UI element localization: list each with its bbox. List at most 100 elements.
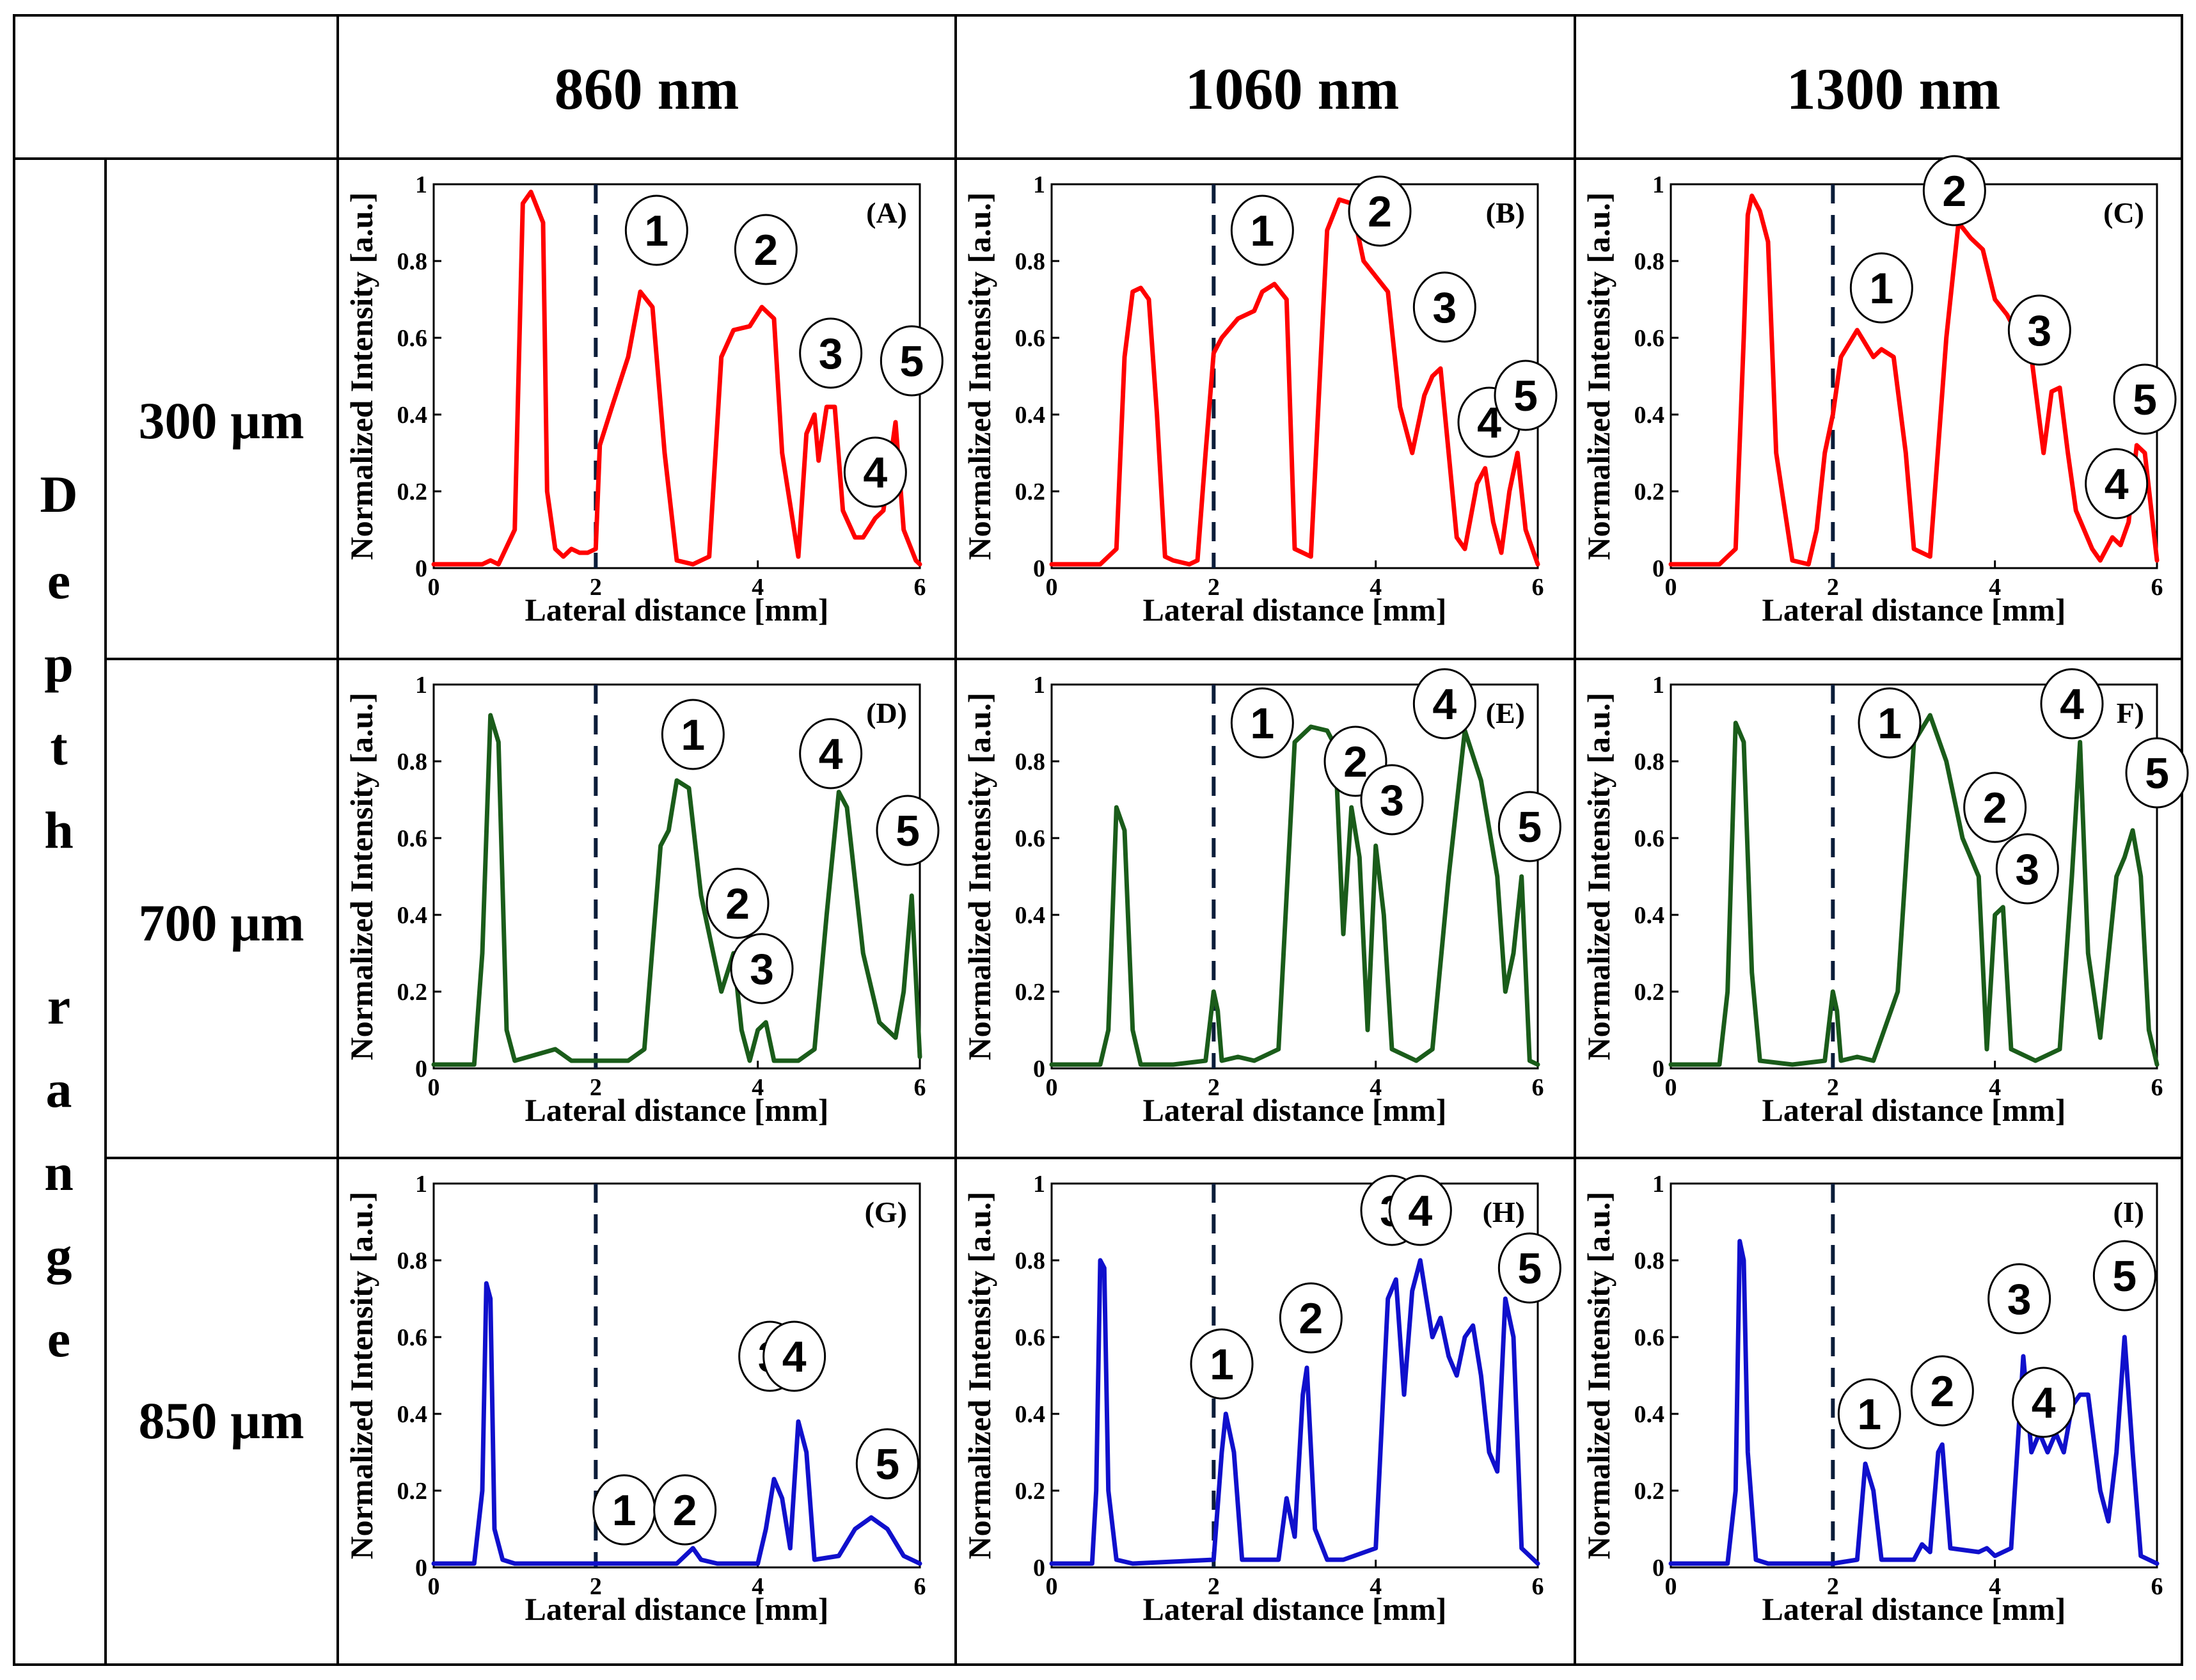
marker-number: 1	[681, 711, 705, 759]
x-tick-label: 4	[1989, 574, 2001, 601]
x-tick-label: 6	[2151, 1074, 2163, 1101]
y-tick-label: 1	[415, 672, 427, 699]
marker-number: 1	[1210, 1340, 1234, 1389]
marker-circle	[2113, 363, 2177, 435]
marker-number: 2	[1299, 1294, 1323, 1343]
y-tick-label: 0.6	[1015, 825, 1046, 852]
x-tick-label: 4	[752, 1074, 764, 1101]
y-axis-label: Normalized Intensity [a.u.]	[1581, 693, 1616, 1061]
y-tick-label: 0.2	[1015, 979, 1046, 1006]
plot-frame	[1050, 683, 1539, 1070]
x-axis-label: Lateral distance [mm]	[1762, 1092, 2066, 1128]
peak-marker-1: 1	[1849, 252, 1913, 324]
y-tick-label: 0	[1652, 555, 1664, 582]
marker-number: 4	[2105, 460, 2129, 509]
marker-number: 1	[1857, 1390, 1881, 1439]
y-tick-label: 0.8	[1015, 749, 1046, 775]
x-axis-label: Lateral distance [mm]	[525, 1591, 829, 1627]
side-letter: h	[44, 801, 74, 859]
peak-marker-5: 5	[1497, 791, 1561, 862]
peak-marker-4: 4	[2040, 668, 2104, 740]
marker-circle	[2125, 737, 2189, 809]
x-tick-label: 6	[914, 574, 926, 601]
column-header-1060: 1060 nm	[1185, 56, 1400, 122]
marker-number: 2	[1983, 784, 2007, 832]
plot-frame	[1670, 1182, 2158, 1569]
y-axis-label: Normalized Intensity [a.u.]	[344, 693, 379, 1061]
marker-number: 5	[896, 807, 920, 855]
panel-label: (D)	[866, 697, 907, 729]
marker-circle	[706, 868, 770, 939]
marker-circle	[2007, 294, 2071, 366]
peak-marker-4: 4	[762, 1320, 826, 1392]
marker-circle	[1230, 194, 1294, 266]
marker-circle	[1412, 668, 1476, 740]
x-tick-label: 6	[1532, 1573, 1544, 1600]
marker-circle	[1858, 687, 1922, 759]
marker-number: 3	[750, 945, 774, 994]
marker-circle	[2040, 668, 2104, 740]
plot-frame	[432, 1182, 921, 1569]
x-tick-label: 2	[1827, 1074, 1839, 1101]
marker-number: 4	[1408, 1187, 1432, 1235]
y-axis-label: Normalized Intensity [a.u.]	[344, 1192, 379, 1560]
marker-number: 4	[2032, 1379, 2056, 1427]
marker-circle	[1412, 271, 1476, 343]
peak-marker-1: 1	[1230, 194, 1294, 266]
intensity-line-E	[1049, 724, 1540, 1067]
marker-number: 1	[1250, 207, 1274, 255]
y-tick-label: 0.4	[397, 902, 428, 929]
side-letter: r	[47, 977, 70, 1035]
y-tick-label: 0.6	[397, 1324, 428, 1351]
peak-marker-5: 5	[1494, 360, 1558, 431]
peak-marker-1: 1	[624, 194, 688, 266]
y-tick-label: 0.8	[1634, 749, 1665, 775]
panel-label: (H)	[1483, 1196, 1525, 1228]
row-header-700: 700 µm	[138, 894, 304, 952]
y-tick-label: 0.4	[397, 1401, 428, 1428]
marker-circle	[1963, 772, 2027, 843]
y-tick-label: 0.4	[1634, 402, 1665, 429]
marker-circle	[762, 1320, 826, 1392]
y-tick-label: 0.6	[1015, 325, 1046, 352]
y-axis-label: Normalized Intensity [a.u.]	[961, 1192, 997, 1560]
marker-circle	[624, 194, 688, 266]
marker-circle	[1987, 1263, 2051, 1335]
y-tick-label: 0.8	[397, 749, 428, 775]
peak-marker-3: 3	[2007, 294, 2071, 366]
marker-circle	[1922, 155, 1986, 226]
intensity-line-B	[1049, 197, 1540, 567]
y-tick-label: 0	[1033, 1555, 1045, 1581]
x-tick-label: 6	[2151, 1573, 2163, 1600]
x-axis-label: Lateral distance [mm]	[1143, 1092, 1447, 1128]
y-tick-label: 0.2	[397, 1478, 428, 1505]
y-tick-label: 1	[1652, 171, 1664, 198]
marker-circle	[876, 795, 940, 866]
chart-panels: 0 2 4 6 0 0.2 0.4 0.6 0.8 1 Lateral distance [mm] N…	[344, 155, 2189, 1627]
peak-marker-3: 3	[1360, 764, 1424, 836]
marker-circle	[1190, 1328, 1254, 1400]
peak-marker-2: 2	[1348, 175, 1412, 247]
marker-number: 2	[1942, 167, 1966, 216]
peak-marker-5: 5	[855, 1428, 919, 1500]
y-tick-label: 0.2	[397, 479, 428, 505]
x-tick-label: 4	[1989, 1074, 2001, 1101]
chart-panel-G: 0 2 4 6 0 0.2 0.4 0.6 0.8 1 Lateral distance [mm] N…	[344, 1171, 926, 1627]
y-tick-label: 0.2	[1015, 479, 1046, 505]
y-tick-label: 0.6	[1634, 825, 1665, 852]
chart-panel-A: 0 2 4 6 0 0.2 0.4 0.6 0.8 1 Lateral distance [mm] N…	[344, 171, 944, 628]
y-tick-label: 0.4	[1634, 1401, 1665, 1428]
y-tick-label: 0.4	[397, 402, 428, 429]
marker-number: 4	[863, 448, 887, 497]
peak-marker-4: 4	[799, 718, 863, 789]
marker-circle	[1995, 833, 2059, 905]
peak-marker-4: 4	[2012, 1367, 2076, 1438]
y-tick-label: 0.8	[1634, 1248, 1665, 1274]
x-tick-label: 6	[914, 1573, 926, 1600]
intensity-line-H	[1049, 1258, 1540, 1566]
x-tick-label: 2	[590, 574, 602, 601]
x-tick-label: 4	[752, 1573, 764, 1600]
y-tick-label: 0	[1652, 1056, 1664, 1082]
marker-number: 1	[1869, 264, 1893, 313]
peak-marker-3: 3	[1987, 1263, 2051, 1335]
